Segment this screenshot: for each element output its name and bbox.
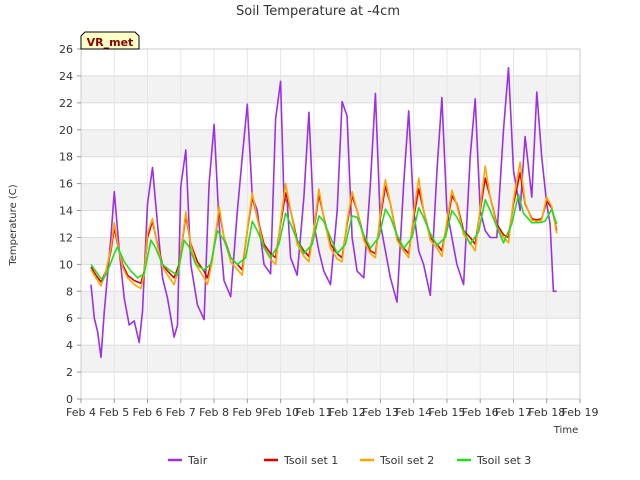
y-tick-label: 16 — [59, 178, 73, 191]
x-tick-label: Feb 6 — [133, 406, 163, 419]
y-tick-label: 24 — [59, 70, 73, 83]
x-tick-label: Feb 15 — [428, 406, 465, 419]
vr-met-badge: VR_met — [80, 31, 140, 50]
badge-label: VR_met — [87, 36, 134, 49]
x-tick-label: Feb 19 — [562, 406, 599, 419]
y-tick-label: 0 — [66, 393, 73, 406]
grid-band — [81, 183, 580, 211]
badge-box — [80, 31, 140, 50]
x-tick-label: Feb 14 — [395, 406, 432, 419]
x-tick-label: Feb 17 — [495, 406, 532, 419]
x-tick-label: Feb 10 — [262, 406, 299, 419]
legend: Tair Tsoil set 1 Tsoil set 2 Tsoil set 3 — [168, 454, 531, 467]
series-layer — [90, 67, 558, 359]
plot-frame — [80, 48, 581, 400]
y-tick-label: 18 — [59, 151, 73, 164]
y-tick-label: 20 — [59, 124, 73, 137]
x-axis-label: Time — [553, 425, 578, 436]
y-tick-label: 2 — [66, 366, 73, 379]
grid-band — [81, 291, 580, 319]
y-tick-label: 4 — [66, 339, 73, 352]
chart-title: Soil Temperature at -4cm — [236, 4, 400, 19]
legend-label-tsoil-set-1: Tsoil set 1 — [283, 454, 338, 467]
series-line-tsoil-set-2 — [90, 161, 558, 290]
legend-label-tair: Tair — [187, 454, 208, 467]
legend-label-tsoil-set-2: Tsoil set 2 — [379, 454, 434, 467]
series-line-tsoil-set-3 — [90, 193, 558, 282]
x-tick-label: Feb 8 — [199, 406, 229, 419]
y-tick-label: 10 — [59, 258, 73, 271]
y-tick-label: 22 — [59, 97, 73, 110]
y-axis-label: Temperature (C) — [8, 184, 19, 266]
x-tick-label: Feb 18 — [528, 406, 565, 419]
x-tick-label: Feb 11 — [295, 406, 332, 419]
y-tick-label: 6 — [66, 312, 73, 325]
x-tick-label: Feb 4 — [66, 406, 96, 419]
y-tick-label: 12 — [59, 231, 73, 244]
x-tick-label: Feb 13 — [362, 406, 399, 419]
x-tick-label: Feb 7 — [166, 406, 196, 419]
y-tick-label: 8 — [66, 285, 73, 298]
grid-band — [81, 129, 580, 157]
x-axis-ticks: Feb 4 Feb 5 Feb 6 Feb 7 Feb 8 Feb 9 Feb 10Feb … — [66, 399, 598, 419]
y-tick-label: 26 — [59, 43, 73, 56]
x-tick-label: Feb 9 — [232, 406, 262, 419]
y-tick-label: 14 — [59, 205, 73, 218]
x-tick-label: Feb 12 — [329, 406, 366, 419]
x-tick-label: Feb 5 — [99, 406, 129, 419]
grid-band — [81, 75, 580, 103]
legend-label-tsoil-set-3: Tsoil set 3 — [476, 454, 531, 467]
x-tick-label: Feb 16 — [462, 406, 499, 419]
grid-band — [81, 345, 580, 373]
